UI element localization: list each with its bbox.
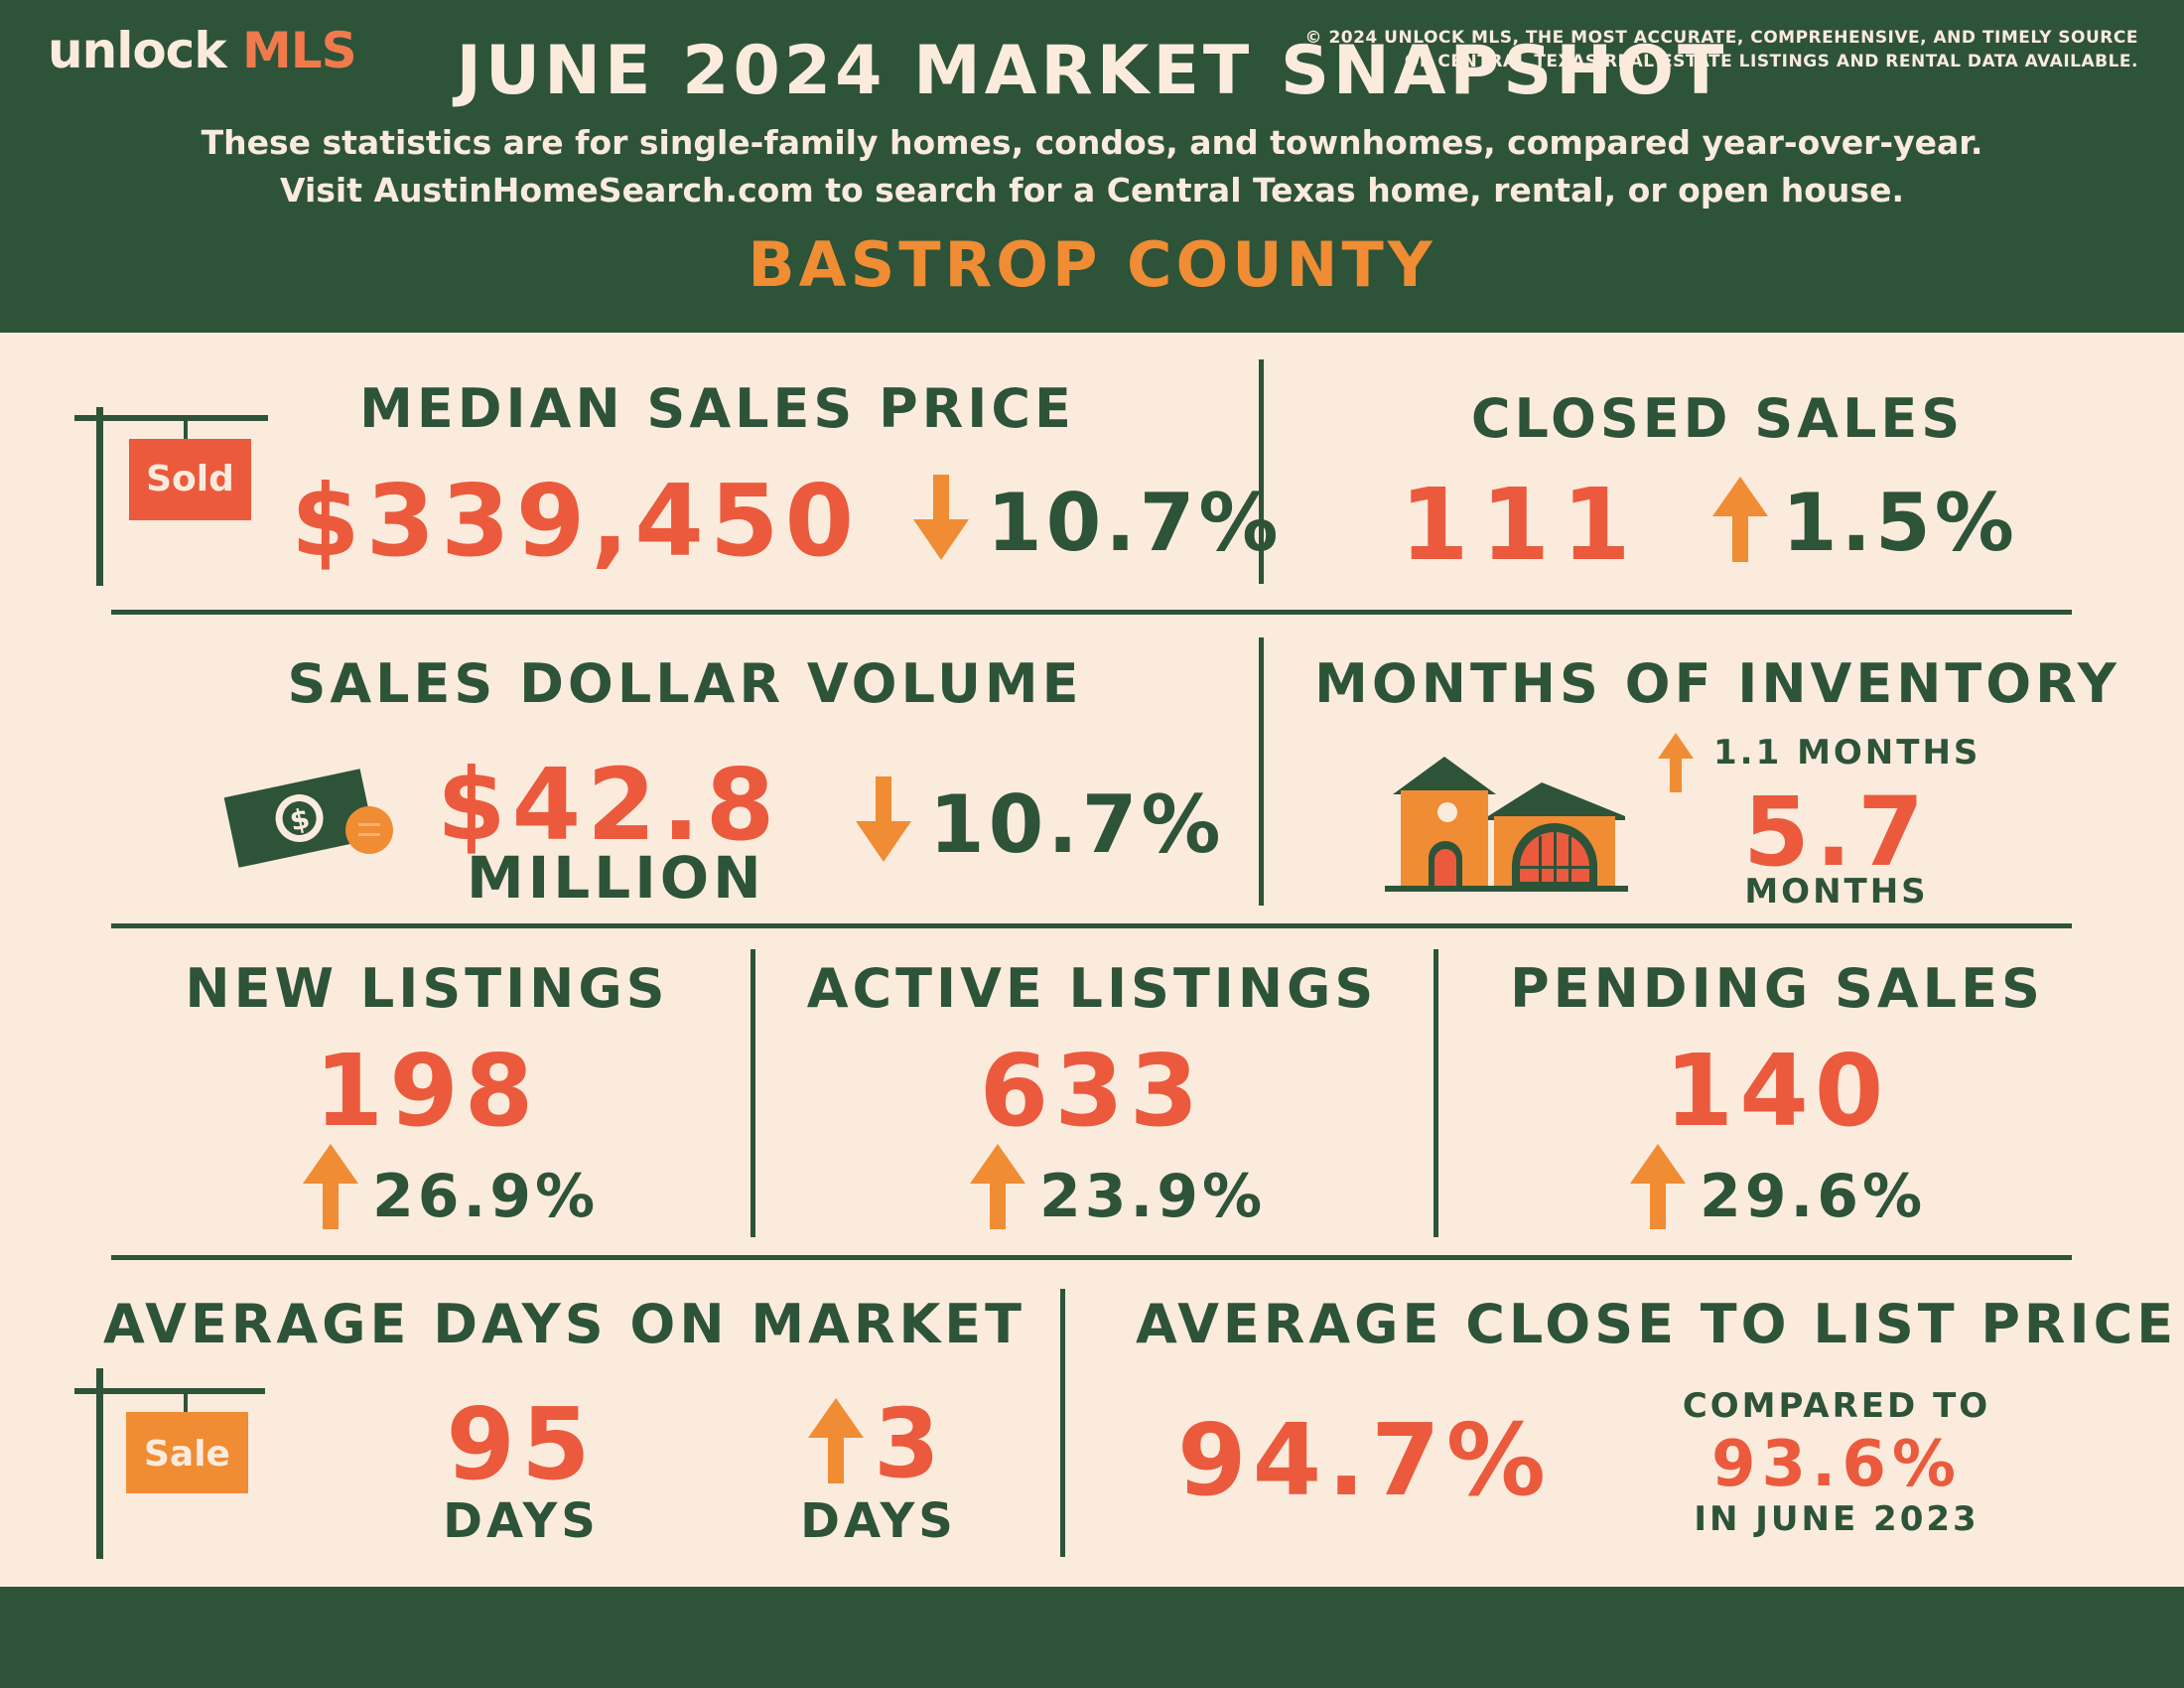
divider-vertical <box>1433 949 1438 1237</box>
sold-sign-icon <box>74 407 268 586</box>
sales-dollar-volume-value: $42.8 <box>437 747 781 863</box>
avg-days-on-market-change: 3 <box>874 1388 946 1499</box>
sales-dollar-volume-unit: MILLION <box>467 844 765 912</box>
arrow-down-icon <box>913 475 969 560</box>
avg-days-on-market-unit: DAYS <box>443 1493 600 1549</box>
avg-close-to-list-value: 94.7% <box>1177 1402 1552 1518</box>
divider-horizontal <box>111 610 2072 615</box>
months-of-inventory-label: MONTHS OF INVENTORY <box>1314 652 2120 715</box>
active-listings-change: 23.9% <box>1039 1162 1267 1231</box>
avg-days-on-market-label: AVERAGE DAYS ON MARKET <box>103 1293 1026 1355</box>
active-listings-label: ACTIVE LISTINGS <box>806 957 1378 1020</box>
months-of-inventory-unit: MONTHS <box>1744 872 1929 912</box>
arrow-up-icon <box>1712 477 1768 562</box>
divider-horizontal <box>111 923 2072 928</box>
arrow-up-icon <box>970 1144 1025 1229</box>
pending-sales-value: 140 <box>1664 1033 1890 1149</box>
divider-horizontal <box>111 1255 2072 1260</box>
new-listings-value: 198 <box>314 1033 540 1149</box>
sale-sign-text: Sale <box>144 1434 230 1475</box>
sales-dollar-volume-label: SALES DOLLAR VOLUME <box>287 652 1083 715</box>
active-listings-value: 633 <box>979 1033 1205 1149</box>
county-title: BASTROP COUNTY <box>748 228 1436 301</box>
subtitle-line-2: Visit AustinHomeSearch.com to search for… <box>280 171 1904 210</box>
arrow-down-icon <box>856 776 911 862</box>
median-sales-price-label: MEDIAN SALES PRICE <box>359 377 1075 440</box>
compared-to-label: COMPARED TO <box>1682 1386 1991 1426</box>
unlock-mls-logo: unlock MLS <box>48 22 357 79</box>
copyright-line-1: © 2024 UNLOCK MLS, THE MOST ACCURATE, CO… <box>1304 28 2138 48</box>
subtitle-line-1: These statistics are for single-family h… <box>201 123 1983 162</box>
sold-sign-text: Sold <box>146 459 234 499</box>
divider-vertical <box>1259 359 1264 584</box>
median-sales-price-value: $339,450 <box>291 463 861 579</box>
closed-sales-value: 111 <box>1400 467 1643 583</box>
arrow-up-icon <box>1630 1144 1686 1229</box>
header-banner <box>0 0 2184 333</box>
copyright-line-2: OF CENTRAL TEXAS REAL ESTATE LISTINGS AN… <box>1404 52 2138 71</box>
closed-sales-label: CLOSED SALES <box>1470 387 1965 450</box>
median-sales-price-change: 10.7% <box>987 477 1283 569</box>
logo-mls-text: MLS <box>242 22 357 79</box>
house-icon <box>1385 757 1628 892</box>
page-title: JUNE 2024 MARKET SNAPSHOT <box>456 32 1728 110</box>
compared-to-period: IN JUNE 2023 <box>1694 1499 1979 1539</box>
pending-sales-label: PENDING SALES <box>1510 957 2044 1020</box>
copyright-notice: © 2024 UNLOCK MLS, THE MOST ACCURATE, CO… <box>1146 26 2138 73</box>
avg-days-on-market-change-unit: DAYS <box>800 1493 957 1549</box>
divider-vertical <box>751 949 755 1237</box>
new-listings-change: 26.9% <box>372 1162 600 1231</box>
logo-unlock-text: unlock <box>48 22 227 79</box>
arrow-up-icon <box>1658 733 1694 792</box>
new-listings-label: NEW LISTINGS <box>185 957 669 1020</box>
divider-vertical <box>1259 637 1264 906</box>
money-bill-icon: $ <box>223 769 393 868</box>
arrow-up-icon <box>808 1398 864 1483</box>
months-of-inventory-value: 5.7 <box>1742 776 1931 888</box>
pending-sales-change: 29.6% <box>1700 1162 1927 1231</box>
arrow-up-icon <box>303 1144 358 1229</box>
avg-close-to-list-label: AVERAGE CLOSE TO LIST PRICE <box>1136 1293 2178 1355</box>
compared-to-value: 93.6% <box>1710 1428 1963 1501</box>
avg-days-on-market-value: 95 <box>446 1386 597 1502</box>
footer-banner <box>0 1587 2184 1688</box>
sale-sign-icon <box>74 1368 265 1559</box>
divider-vertical <box>1060 1289 1065 1557</box>
sales-dollar-volume-change: 10.7% <box>929 778 1225 871</box>
closed-sales-change: 1.5% <box>1782 477 2018 569</box>
months-of-inventory-change: 1.1 MONTHS <box>1713 733 1981 773</box>
